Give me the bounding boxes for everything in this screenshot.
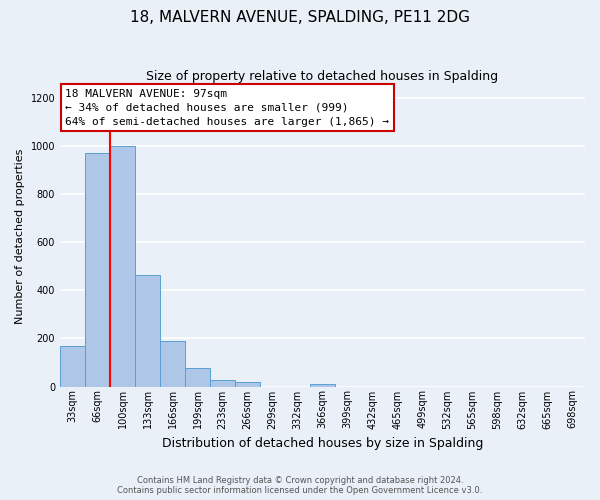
Bar xyxy=(60,346,85,387)
Bar xyxy=(160,341,185,386)
Bar xyxy=(210,380,235,386)
Y-axis label: Number of detached properties: Number of detached properties xyxy=(15,148,25,324)
Text: 18 MALVERN AVENUE: 97sqm
← 34% of detached houses are smaller (999)
64% of semi-: 18 MALVERN AVENUE: 97sqm ← 34% of detach… xyxy=(65,88,389,126)
Bar xyxy=(85,153,110,386)
Bar xyxy=(310,384,335,386)
Text: 18, MALVERN AVENUE, SPALDING, PE11 2DG: 18, MALVERN AVENUE, SPALDING, PE11 2DG xyxy=(130,10,470,25)
Bar xyxy=(235,382,260,386)
Bar xyxy=(135,274,160,386)
X-axis label: Distribution of detached houses by size in Spalding: Distribution of detached houses by size … xyxy=(162,437,483,450)
Title: Size of property relative to detached houses in Spalding: Size of property relative to detached ho… xyxy=(146,70,499,83)
Text: Contains HM Land Registry data © Crown copyright and database right 2024.
Contai: Contains HM Land Registry data © Crown c… xyxy=(118,476,482,495)
Bar xyxy=(110,146,135,386)
Bar xyxy=(185,368,210,386)
